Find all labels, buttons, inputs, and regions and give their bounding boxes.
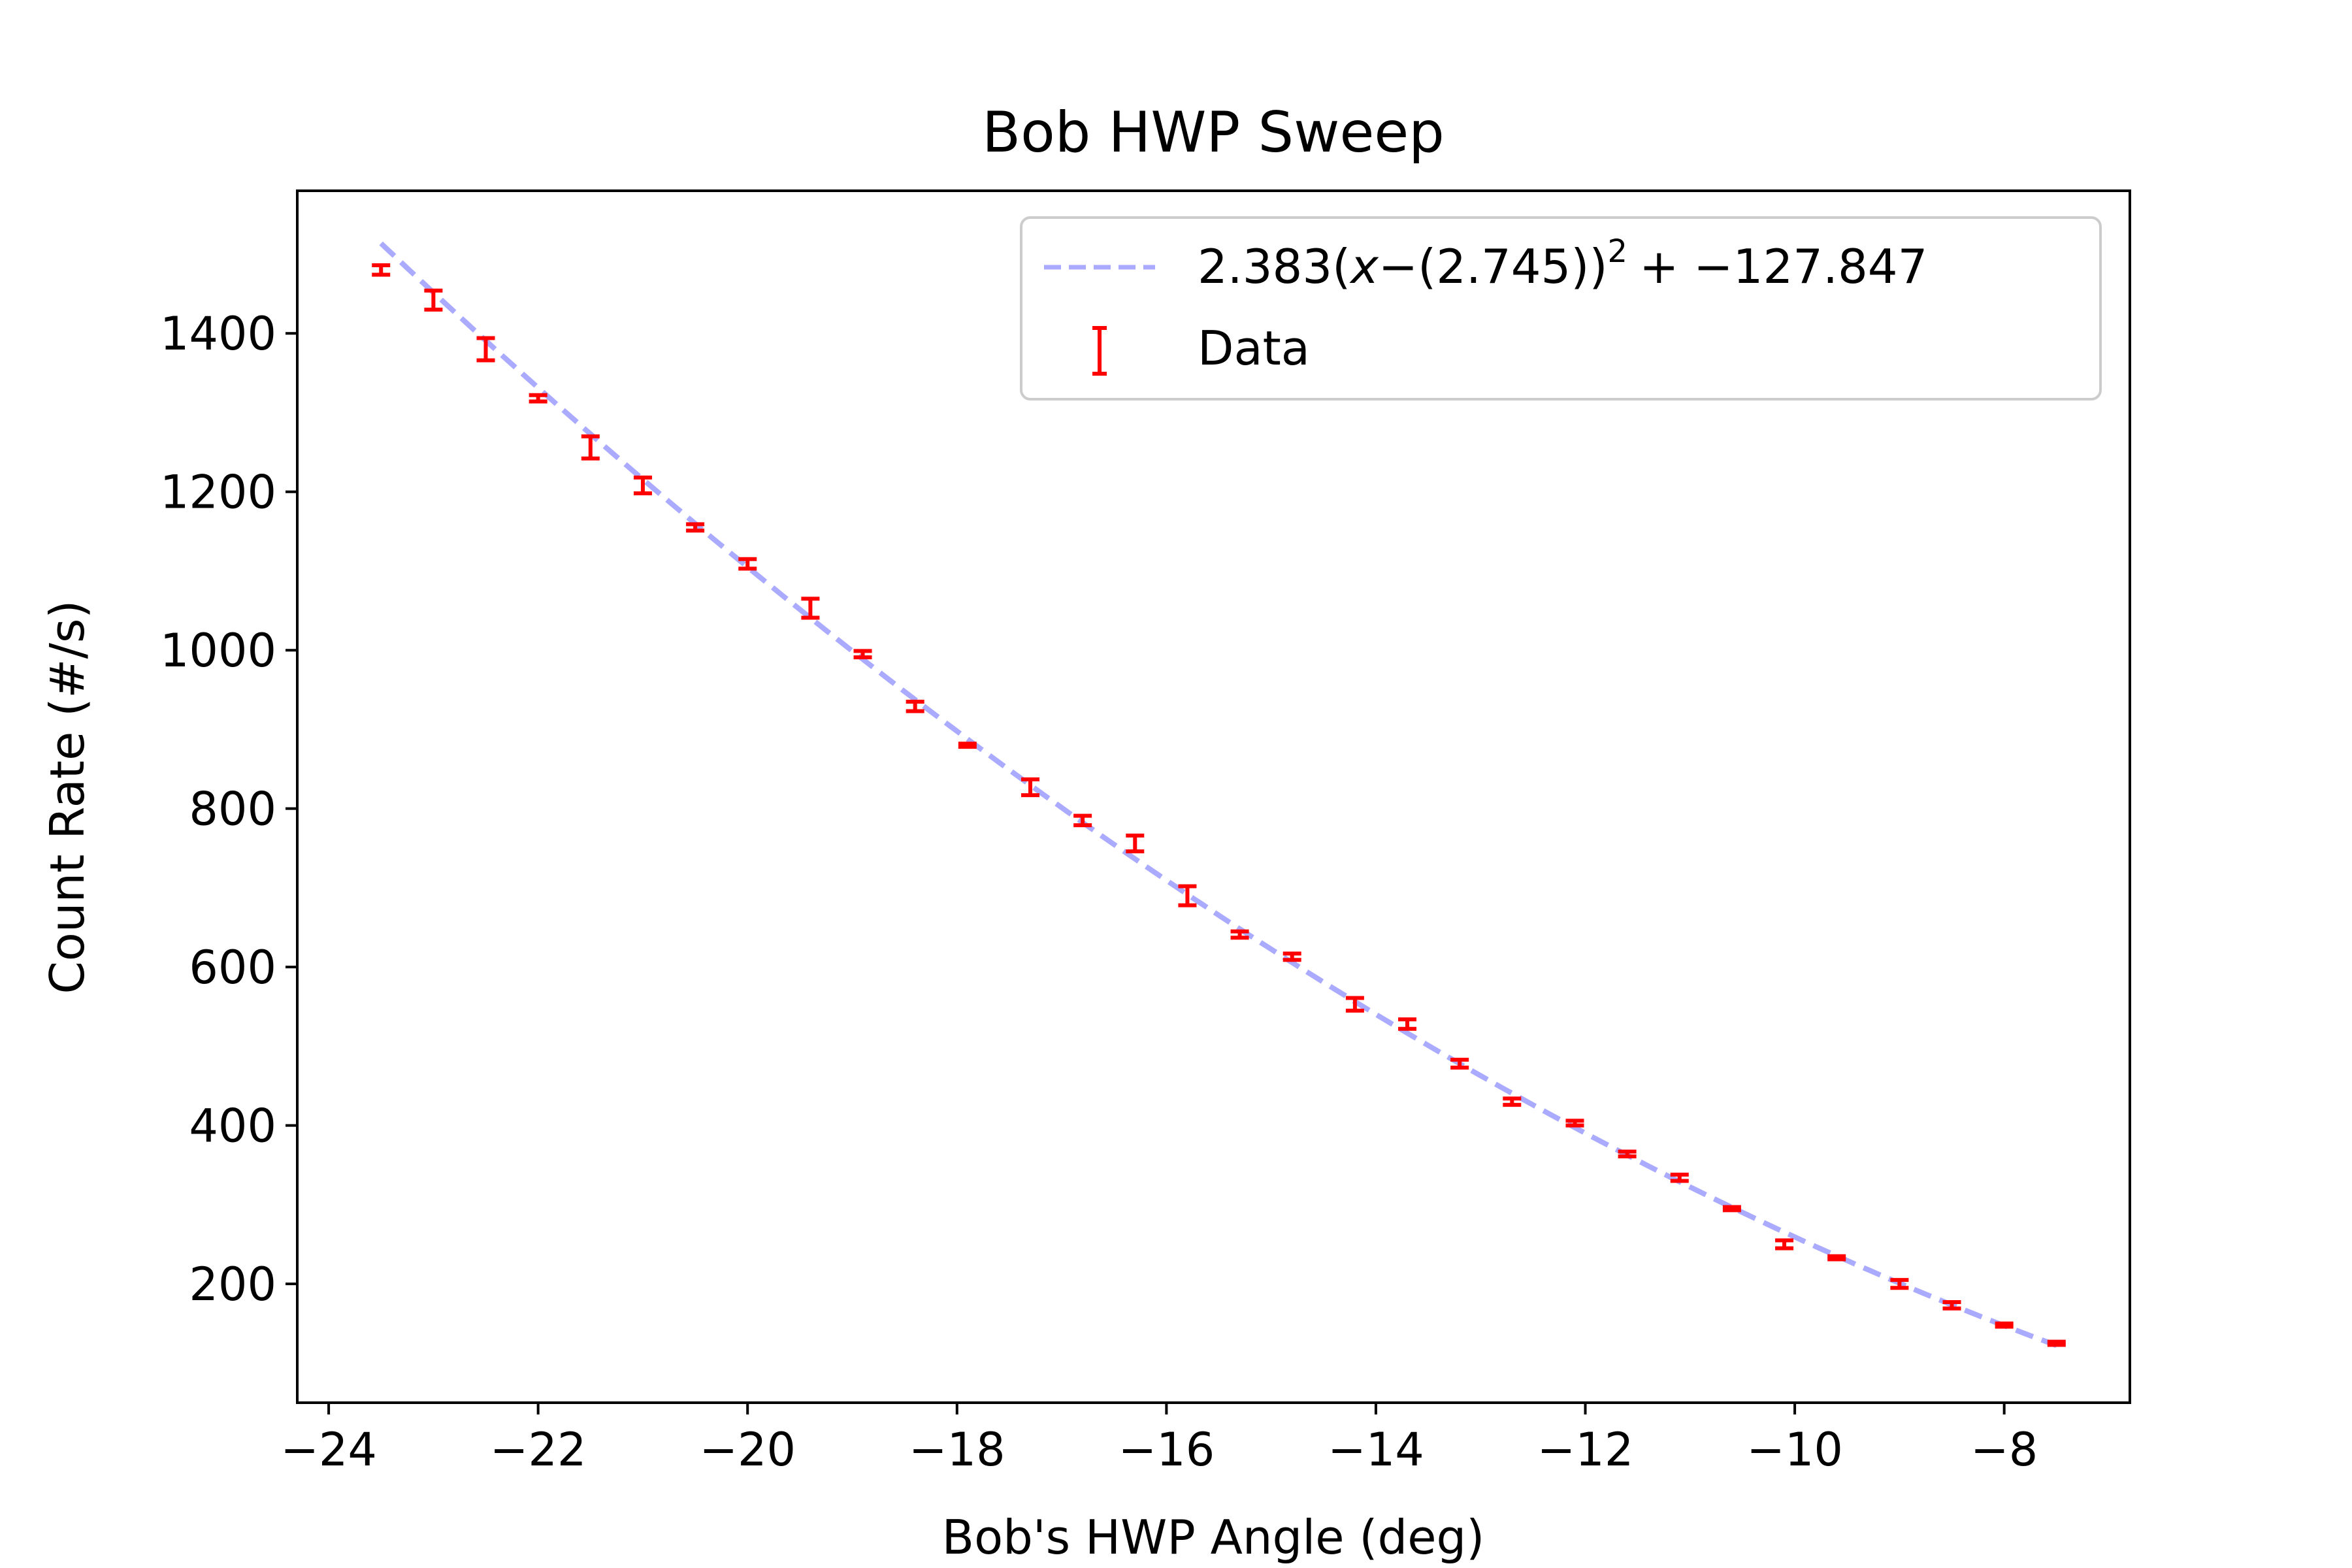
data-point <box>1670 1172 1689 1183</box>
data-point <box>906 700 924 713</box>
data-point <box>1398 1017 1417 1031</box>
y-axis-label: Count Rate (#/s) <box>40 600 95 994</box>
y-tick-label: 1000 <box>160 624 276 678</box>
y-tick-label: 1200 <box>160 466 276 519</box>
data-point <box>738 557 757 571</box>
x-tick-label: −14 <box>1328 1423 1424 1477</box>
plot-frame <box>296 189 2131 1404</box>
data-point <box>424 288 443 312</box>
legend-fit-var: x <box>1349 239 1379 294</box>
data-point <box>1890 1278 1909 1290</box>
data-point <box>1450 1058 1469 1070</box>
axis-ticks: −24 −22 −20 −18 −16 −14 −12 −10 −8 200 400 600 800 10… <box>160 307 2038 1477</box>
data-point <box>476 336 495 363</box>
data-point <box>1775 1238 1794 1250</box>
legend-box <box>1020 216 2102 400</box>
data-point <box>1021 777 1039 798</box>
data-point <box>1565 1119 1584 1128</box>
x-axis-label: Bob's HWP Angle (deg) <box>942 1510 1485 1565</box>
data-point <box>2047 1339 2066 1347</box>
data-point <box>1126 833 1145 854</box>
x-tick-label: −20 <box>699 1423 796 1477</box>
data-point <box>1282 951 1301 962</box>
data-point <box>801 596 820 620</box>
data-point <box>1503 1096 1522 1107</box>
y-tick-label: 1400 <box>160 307 276 361</box>
y-tick-label: 600 <box>189 941 276 994</box>
data-point <box>633 475 652 496</box>
x-tick-label: −12 <box>1537 1423 1634 1477</box>
y-tick-label: 200 <box>189 1258 276 1311</box>
data-point <box>958 742 977 749</box>
x-tick-label: −10 <box>1746 1423 1843 1477</box>
data-point <box>1073 813 1092 828</box>
data-point <box>686 522 705 533</box>
data-point <box>1995 1321 2014 1329</box>
data-point <box>1178 884 1197 907</box>
y-tick-label: 400 <box>189 1100 276 1153</box>
x-tick-label: −8 <box>1970 1423 2038 1477</box>
plot-marks <box>372 241 2066 1348</box>
legend-fit-suffix: + −127.847 <box>1639 239 1927 294</box>
y-tick-label: 800 <box>189 783 276 836</box>
data-point <box>372 263 391 277</box>
data-point <box>1827 1254 1846 1262</box>
legend-data-label: Data <box>1198 321 1310 376</box>
data-point <box>529 393 547 404</box>
legend-fit-prefix: 2.383( <box>1198 239 1350 294</box>
data-point <box>581 434 600 461</box>
legend-fit-mid: −(2.745)) <box>1379 239 1608 294</box>
chart-title: Bob HWP Sweep <box>982 100 1445 165</box>
x-tick-label: −22 <box>490 1423 587 1477</box>
data-point <box>853 649 872 660</box>
data-point <box>1722 1205 1741 1213</box>
x-tick-label: −24 <box>280 1423 377 1477</box>
x-tick-label: −18 <box>909 1423 1005 1477</box>
legend: 2.383(x−(2.745))2 + −127.847 Data <box>1020 216 2102 400</box>
data-point <box>1230 929 1249 940</box>
data-point <box>1345 996 1364 1013</box>
x-tick-label: −16 <box>1119 1423 1215 1477</box>
legend-data-swatch <box>1092 326 1107 376</box>
legend-fit-exponent: 2 <box>1608 233 1628 270</box>
fit-curve <box>379 241 2058 1348</box>
data-point <box>1618 1149 1637 1158</box>
data-point <box>1942 1300 1961 1311</box>
legend-fit-label: 2.383(x−(2.745))2 + −127.847 <box>1198 233 1927 294</box>
